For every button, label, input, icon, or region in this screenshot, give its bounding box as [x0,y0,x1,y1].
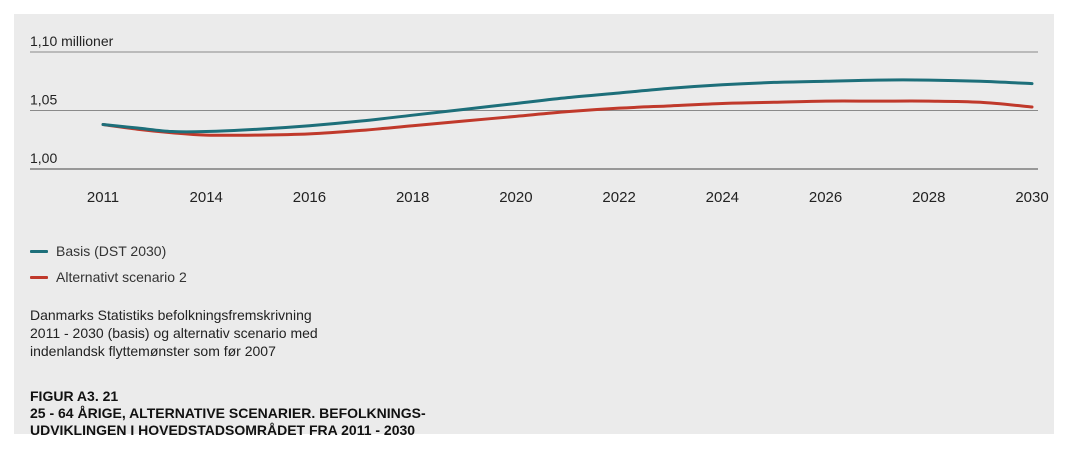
legend-item-basis: Basis (DST 2030) [30,240,187,262]
figure-number: FIGUR A3. 21 [30,388,119,404]
x-tick-label: 2030 [1015,189,1048,206]
legend-swatch-basis [30,249,48,253]
line-chart: 1,10 millioner 1,05 1,00 2011 2014 2016 2018 20… [30,33,1049,206]
figure-label: FIGUR A3. 21 25 - 64 ÅRIGE, ALTERNATIVE … [30,388,426,439]
figure-title-line-1: 25 - 64 ÅRIGE, ALTERNATIVE SCENARIER. BE… [30,405,426,421]
caption-line-2: 2011 - 2030 (basis) og alternativ scenar… [30,325,318,341]
x-tick-label: 2022 [602,189,635,206]
legend-swatch-alternative [30,275,48,279]
figure-caption: Danmarks Statistiks befolkningsfremskriv… [30,306,550,360]
x-tick-label: 2016 [293,189,326,206]
legend-item-alternative: Alternativt scenario 2 [30,266,187,288]
x-tick-label: 2014 [190,189,223,206]
x-tick-label: 2026 [809,189,842,206]
x-tick-label: 2018 [396,189,429,206]
legend: Basis (DST 2030) Alternativt scenario 2 [30,240,187,292]
x-tick-label: 2024 [706,189,739,206]
x-tick-label: 2020 [499,189,532,206]
y-tick-label: 1,05 [30,92,57,108]
legend-label-alternative: Alternativt scenario 2 [56,269,187,285]
x-tick-label: 2011 [87,189,119,206]
caption-line-3: indenlandsk flyttemønster som før 2007 [30,343,276,359]
y-tick-label: 1,10 millioner [30,33,114,49]
figure: 1,10 millioner 1,05 1,00 2011 2014 2016 2018 20… [14,14,1054,438]
x-tick-label: 2028 [912,189,945,206]
y-tick-label: 1,00 [30,150,57,166]
legend-label-basis: Basis (DST 2030) [56,243,167,259]
figure-title-line-2: UDVIKLINGEN I HOVEDSTADSOMRÅDET FRA 2011… [30,422,416,438]
caption-line-1: Danmarks Statistiks befolkningsfremskriv… [30,307,312,323]
series-line-basis [101,78,1034,134]
series-line-alternative [101,99,1034,137]
